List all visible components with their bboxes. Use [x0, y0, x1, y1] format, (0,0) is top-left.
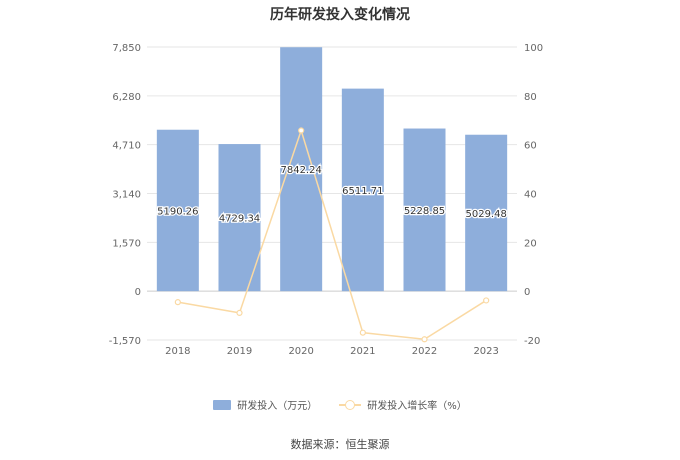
x-tick-label: 2023: [473, 346, 498, 357]
growth-point: [359, 329, 366, 336]
x-tick-label: 2019: [227, 346, 252, 357]
x-tick-label: 2020: [288, 346, 313, 357]
bar: [218, 144, 261, 292]
y-right-tick-label: 100: [524, 43, 543, 54]
y-left-tick-label: 7,850: [112, 43, 141, 54]
bar-value-label: 4729.34: [219, 214, 260, 225]
y-left-tick-label: 1,570: [112, 238, 141, 249]
y-left-tick-label: 4,710: [112, 141, 141, 152]
growth-point: [298, 127, 305, 134]
y-right-tick-label: 0: [524, 287, 530, 298]
legend-swatch-bar: [213, 399, 232, 410]
x-tick-label: 2021: [350, 346, 375, 357]
legend-swatch-line: [339, 399, 362, 410]
bar-value-label: 5228.85: [404, 206, 445, 217]
y-right-tick-label: 40: [524, 190, 537, 201]
growth-point: [174, 299, 181, 306]
legend-item-line[interactable]: 研发投入增长率（%）: [339, 397, 467, 412]
growth-line: [177, 128, 487, 341]
bar: [341, 88, 384, 292]
chart-title: 历年研发投入变化情况: [270, 7, 410, 23]
bar-value-label: 6511.71: [342, 186, 383, 197]
y-left-tick-label: 0: [135, 287, 141, 298]
bar: [156, 129, 199, 292]
y-right-tick-label: 60: [524, 141, 537, 152]
y-right-tick-label: 20: [524, 238, 537, 249]
growth-point: [236, 309, 243, 316]
y-left-tick-label: 3,140: [112, 190, 141, 201]
legend-item-bar[interactable]: 研发投入（万元）: [213, 397, 317, 412]
y-left-tick-label: 6,280: [112, 92, 141, 103]
bar: [403, 128, 446, 292]
data-source-note: 数据来源：恒生聚源: [290, 438, 390, 451]
x-tick-label: 2018: [165, 346, 190, 357]
y-right-tick-label: -20: [524, 336, 540, 347]
bar-value-label: 5190.26: [157, 206, 198, 217]
bar-value-label: 5029.48: [465, 209, 506, 220]
x-tick-label: 2022: [412, 346, 437, 357]
growth-point: [483, 297, 490, 304]
growth-point: [421, 336, 428, 343]
y-right-tick-label: 80: [524, 92, 537, 103]
bar: [465, 134, 508, 292]
bar-value-label: 7842.24: [280, 165, 321, 176]
legend-label-bar: 研发投入（万元）: [237, 401, 318, 412]
y-left-tick-label: -1,570: [109, 336, 141, 347]
legend-label-line: 研发投入增长率（%）: [367, 401, 467, 412]
bar: [280, 47, 323, 292]
chart-legend: 研发投入（万元） 研发投入增长率（%）: [0, 397, 680, 412]
